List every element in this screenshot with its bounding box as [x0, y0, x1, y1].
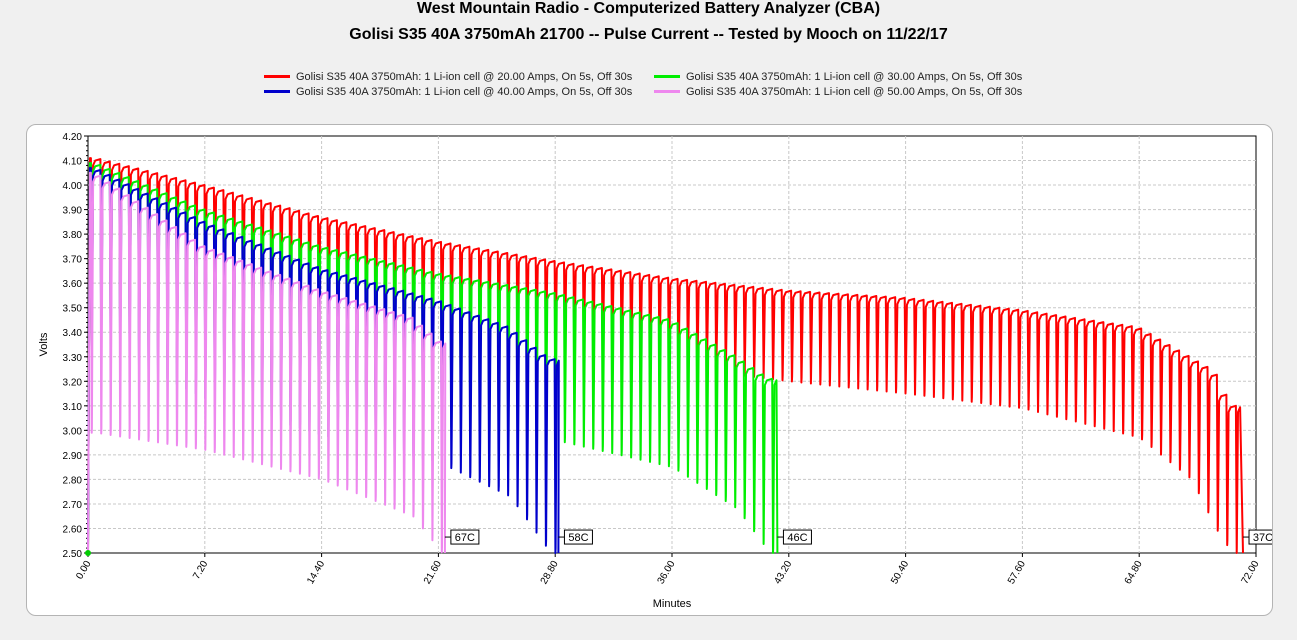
temp-annotation-label: 58C [568, 532, 588, 544]
y-tick-label: 4.10 [63, 157, 83, 168]
y-tick-label: 3.70 [63, 255, 83, 266]
x-tick-label: 7.20 [191, 559, 210, 582]
x-tick-label: 57.60 [1006, 559, 1028, 587]
y-tick-label: 3.10 [63, 402, 83, 413]
chart-subtitle: Golisi S35 40A 3750mAh 21700 -- Pulse Cu… [349, 26, 948, 43]
series-line [87, 157, 1244, 554]
temp-annotation-box [563, 529, 593, 545]
plot-area: 2.50 2.60 2.70 2.80 2.90 3.00 3.10 3.20 3.30 3.40… [38, 132, 1272, 610]
y-tick-label: 3.90 [63, 206, 83, 217]
temp-annotation-box [1248, 529, 1272, 545]
legend-swatch-30A [654, 75, 680, 78]
y-tick-label: 3.00 [63, 426, 83, 437]
y-tick-label: 2.70 [63, 500, 83, 511]
y-tick-label: 4.20 [63, 132, 83, 143]
y-tick-label: 3.50 [63, 304, 83, 315]
x-tick-label: 64.80 [1123, 559, 1145, 587]
x-tick-label: 36.00 [656, 559, 678, 587]
legend-label-20A: Golisi S35 40A 3750mAh: 1 Li-ion cell @ … [296, 71, 633, 83]
legend-swatch-50A [654, 90, 680, 93]
x-tick-label: 14.40 [305, 559, 327, 587]
y-tick-label: 2.80 [63, 475, 83, 486]
legend-swatch-40A [264, 90, 290, 93]
legend-swatch-20A [264, 75, 290, 78]
y-axis-label: Volts [38, 332, 50, 356]
y-tick-label: 3.40 [63, 328, 83, 339]
y-tick-label: 2.60 [63, 524, 83, 535]
series-line [87, 171, 447, 554]
temp-annotation-label: 46C [787, 532, 807, 544]
legend-label-40A: Golisi S35 40A 3750mAh: 1 Li-ion cell @ … [296, 86, 633, 98]
y-tick-label: 4.00 [63, 181, 83, 192]
x-tick-label: 28.80 [539, 559, 561, 587]
x-axis-label: Minutes [653, 598, 692, 610]
chart-panel: 2.50 2.60 2.70 2.80 2.90 3.00 3.10 3.20 3.30 3.40… [26, 124, 1273, 616]
y-tick-label: 3.30 [63, 353, 83, 364]
legend-label-30A: Golisi S35 40A 3750mAh: 1 Li-ion cell @ … [686, 71, 1023, 83]
x-tick-label: 21.60 [422, 559, 444, 587]
legend-label-50A: Golisi S35 40A 3750mAh: 1 Li-ion cell @ … [686, 86, 1023, 98]
y-tick-label: 3.80 [63, 230, 83, 241]
x-tick-label: 50.40 [889, 559, 911, 587]
temp-annotation-label: 67C [455, 532, 475, 544]
x-tick-label: 72.00 [1240, 559, 1262, 587]
y-tick-label: 3.20 [63, 377, 83, 388]
y-tick-label: 3.60 [63, 279, 83, 290]
y-tick-label: 2.50 [63, 549, 83, 560]
start-marker [85, 550, 91, 556]
x-tick-label: 0.00 [74, 559, 93, 582]
temp-annotation-box [782, 529, 812, 545]
chart-title: West Mountain Radio - Computerized Batte… [416, 0, 881, 17]
temp-annotation-label: 37C [1253, 532, 1272, 544]
y-tick-label: 2.90 [63, 451, 83, 462]
series-line [87, 166, 560, 554]
temp-annotation-box [450, 529, 480, 545]
x-tick-label: 43.20 [772, 559, 794, 587]
